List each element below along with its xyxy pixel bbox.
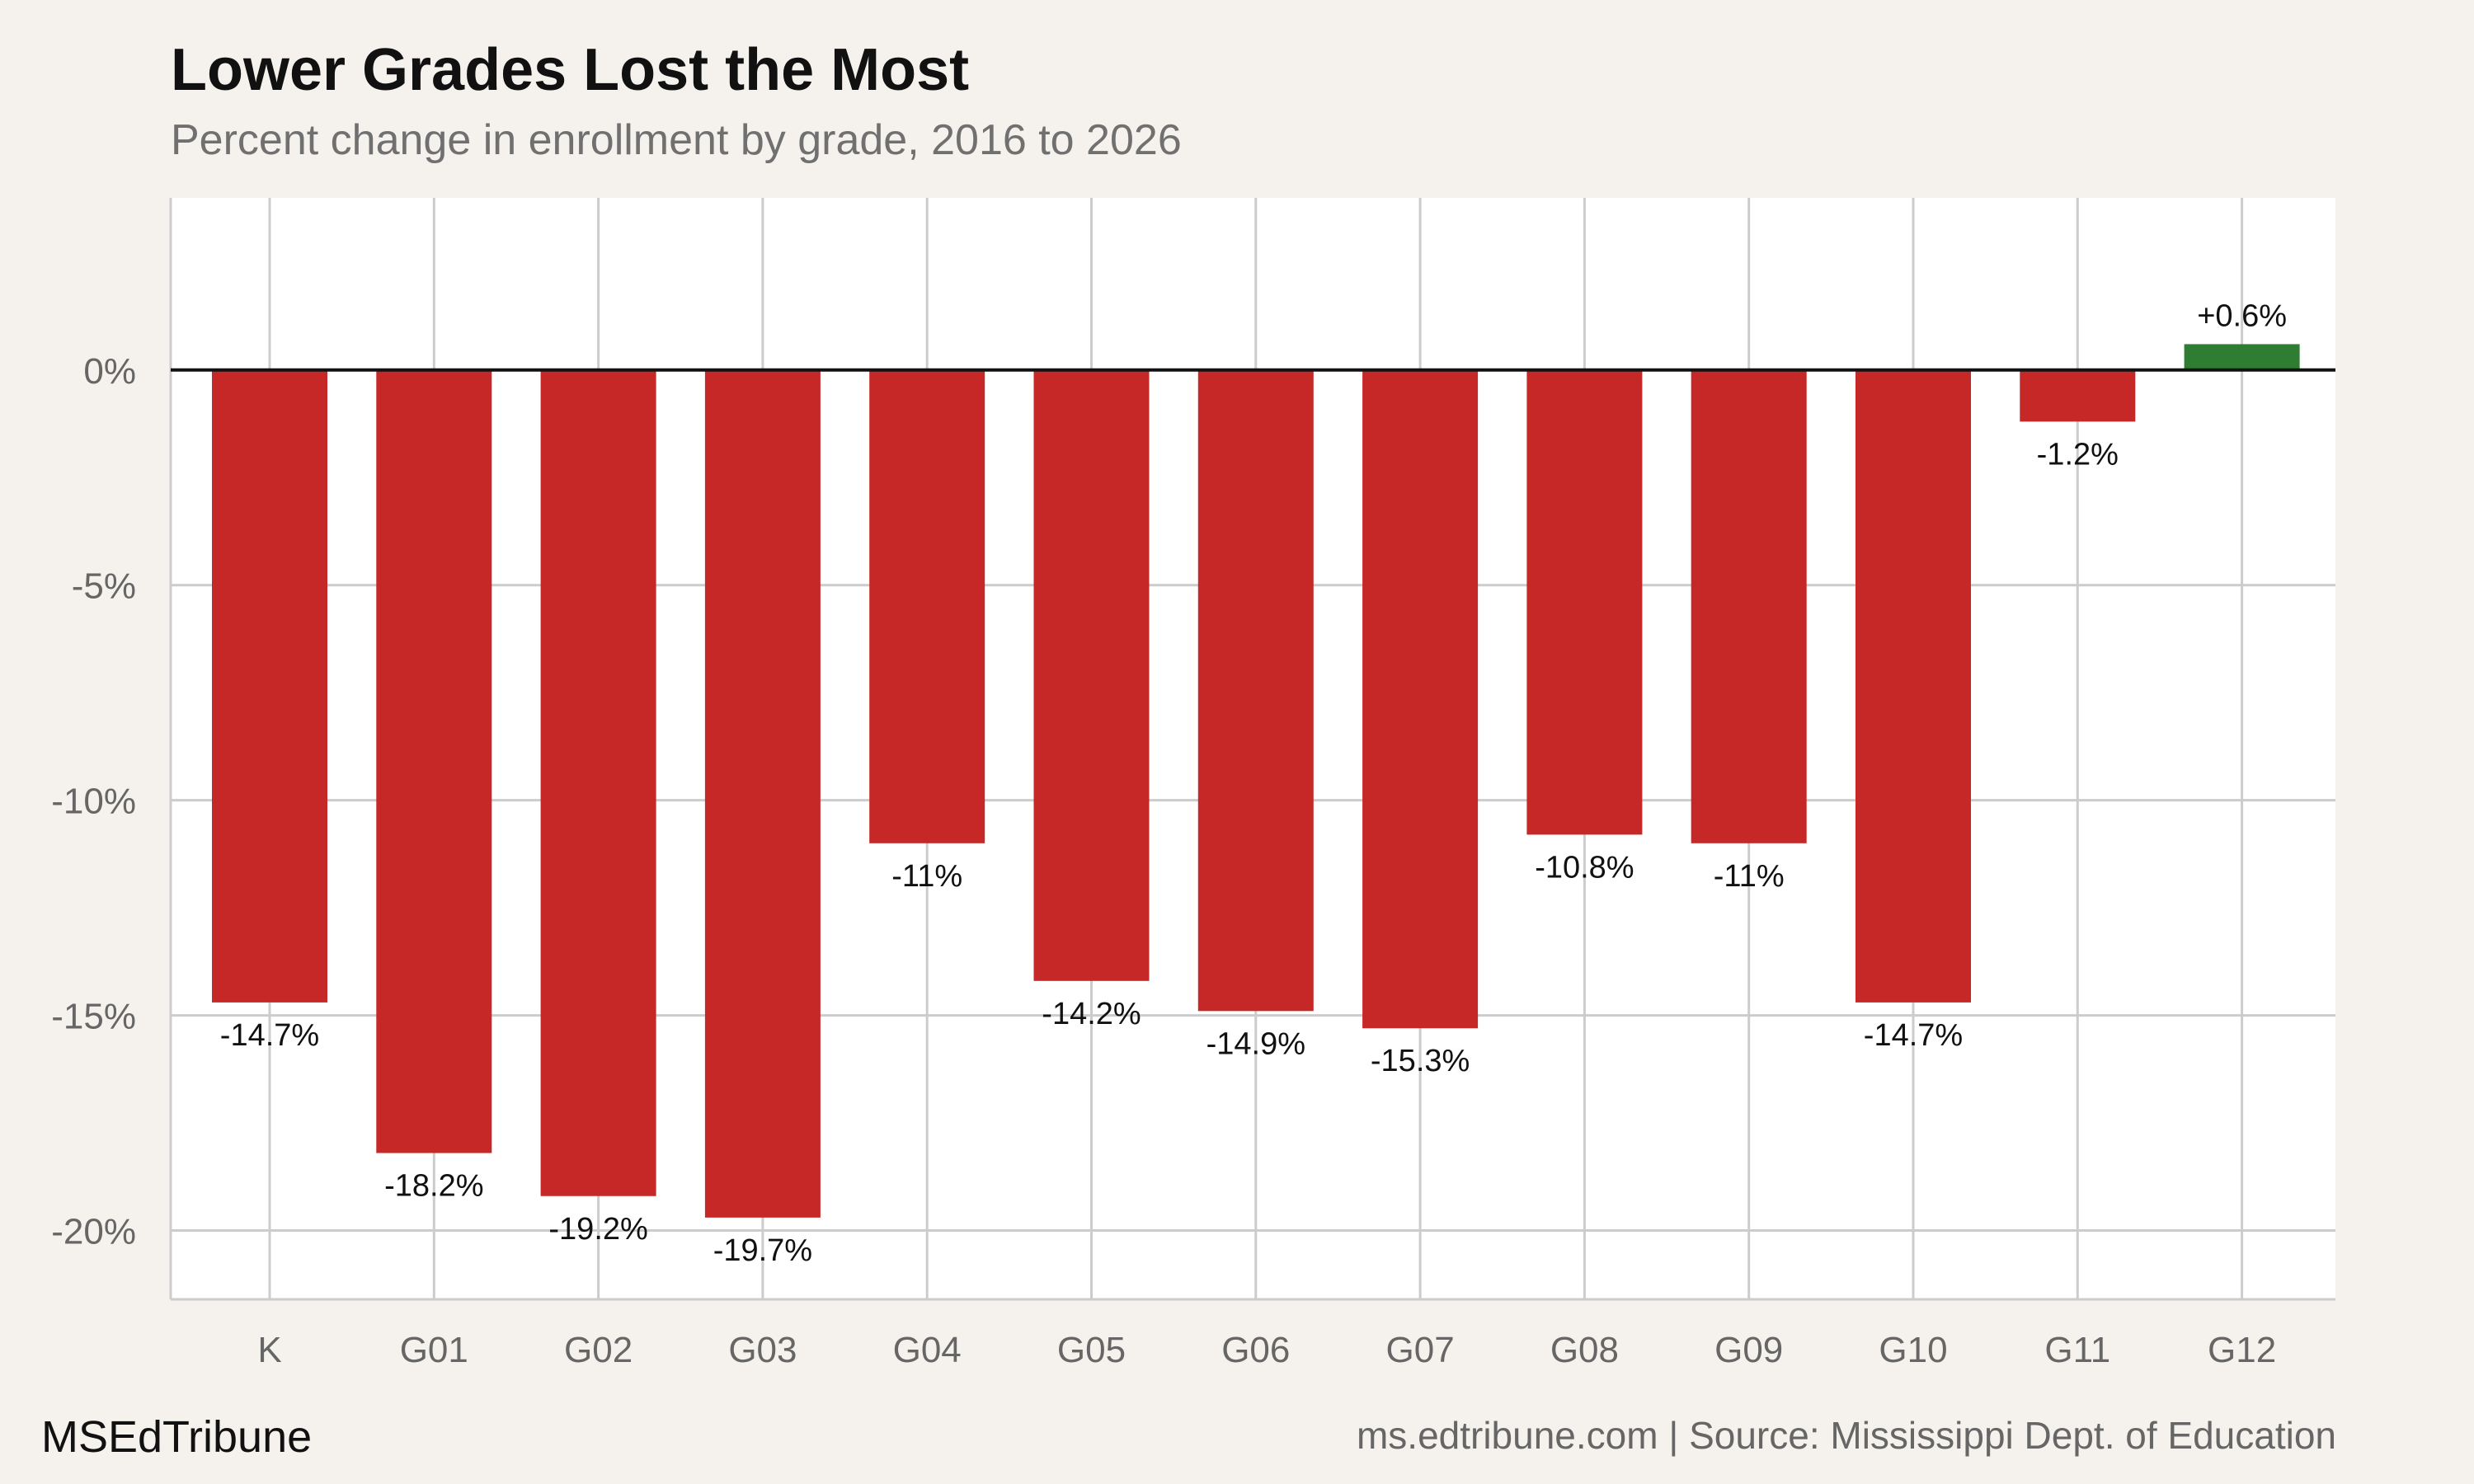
bar-g11 (2020, 369, 2136, 422)
x-tick-label-k: K (257, 1330, 281, 1370)
data-label-g08: -10.8% (1535, 850, 1634, 885)
y-axis-ticks: 0% -5% -10% -15% -20% (51, 351, 136, 1252)
data-label-g12: +0.6% (2197, 298, 2287, 333)
data-label-g07: -15.3% (1371, 1044, 1470, 1078)
bar-g02 (540, 369, 656, 1196)
bar-g12 (2184, 344, 2300, 370)
data-label-g06: -14.9% (1206, 1026, 1305, 1061)
data-label-k: -14.7% (220, 1018, 319, 1053)
x-tick-label-g01: G01 (400, 1330, 468, 1370)
data-label-g10: -14.7% (1864, 1018, 1963, 1053)
bar-g04 (869, 369, 985, 843)
y-tick-label: -5% (72, 566, 136, 607)
x-tick-label-g09: G09 (1714, 1330, 1783, 1370)
x-tick-label-g08: G08 (1550, 1330, 1619, 1370)
y-tick-label: -10% (51, 782, 136, 822)
x-tick-label-g12: G12 (2208, 1330, 2276, 1370)
data-label-g02: -19.2% (548, 1212, 647, 1247)
chart-subtitle: Percent change in enrollment by grade, 2… (171, 116, 1182, 164)
data-label-g05: -14.2% (1042, 997, 1141, 1031)
bar-g08 (1526, 369, 1643, 835)
bar-g09 (1691, 369, 1807, 843)
y-tick-label: -15% (51, 997, 136, 1037)
data-label-g04: -11% (891, 859, 962, 894)
bars (212, 344, 2300, 1218)
data-label-g01: -18.2% (384, 1169, 483, 1204)
bar-g07 (1362, 369, 1479, 1029)
x-tick-label-g10: G10 (1879, 1330, 1947, 1370)
source-credit: ms.edtribune.com | Source: Mississippi D… (1356, 1414, 2336, 1457)
x-tick-label-g06: G06 (1221, 1330, 1290, 1370)
x-axis-ticks: K G01 G02 G03 G04 G05 G06 G07 G08 G09 G10 G11 G12 (257, 1330, 2276, 1370)
x-tick-label-g04: G04 (893, 1330, 962, 1370)
y-tick-label: 0% (83, 351, 136, 392)
brand-logo-text: MSEdTribune (41, 1412, 313, 1462)
data-label-g09: -11% (1714, 859, 1785, 894)
data-label-g03: -19.7% (713, 1233, 812, 1268)
data-label-g11: -1.2% (2037, 437, 2119, 472)
bar-g01 (376, 369, 492, 1153)
data-labels: -14.7% -18.2% -19.2% -19.7% -11% -14.2% -14.9%… (220, 298, 2287, 1267)
x-tick-label-g11: G11 (2044, 1330, 2110, 1370)
x-tick-label-g07: G07 (1386, 1330, 1455, 1370)
chart-title: Lower Grades Lost the Most (171, 37, 970, 103)
x-tick-label-g05: G05 (1057, 1330, 1126, 1370)
x-tick-label-g03: G03 (728, 1330, 797, 1370)
bar-k (212, 369, 327, 1003)
bar-g10 (1856, 369, 1971, 1003)
bar-g06 (1197, 369, 1314, 1012)
x-tick-label-g02: G02 (564, 1330, 633, 1370)
bar-g05 (1033, 369, 1150, 981)
bar-g03 (704, 369, 821, 1218)
y-tick-label: -20% (51, 1212, 136, 1252)
